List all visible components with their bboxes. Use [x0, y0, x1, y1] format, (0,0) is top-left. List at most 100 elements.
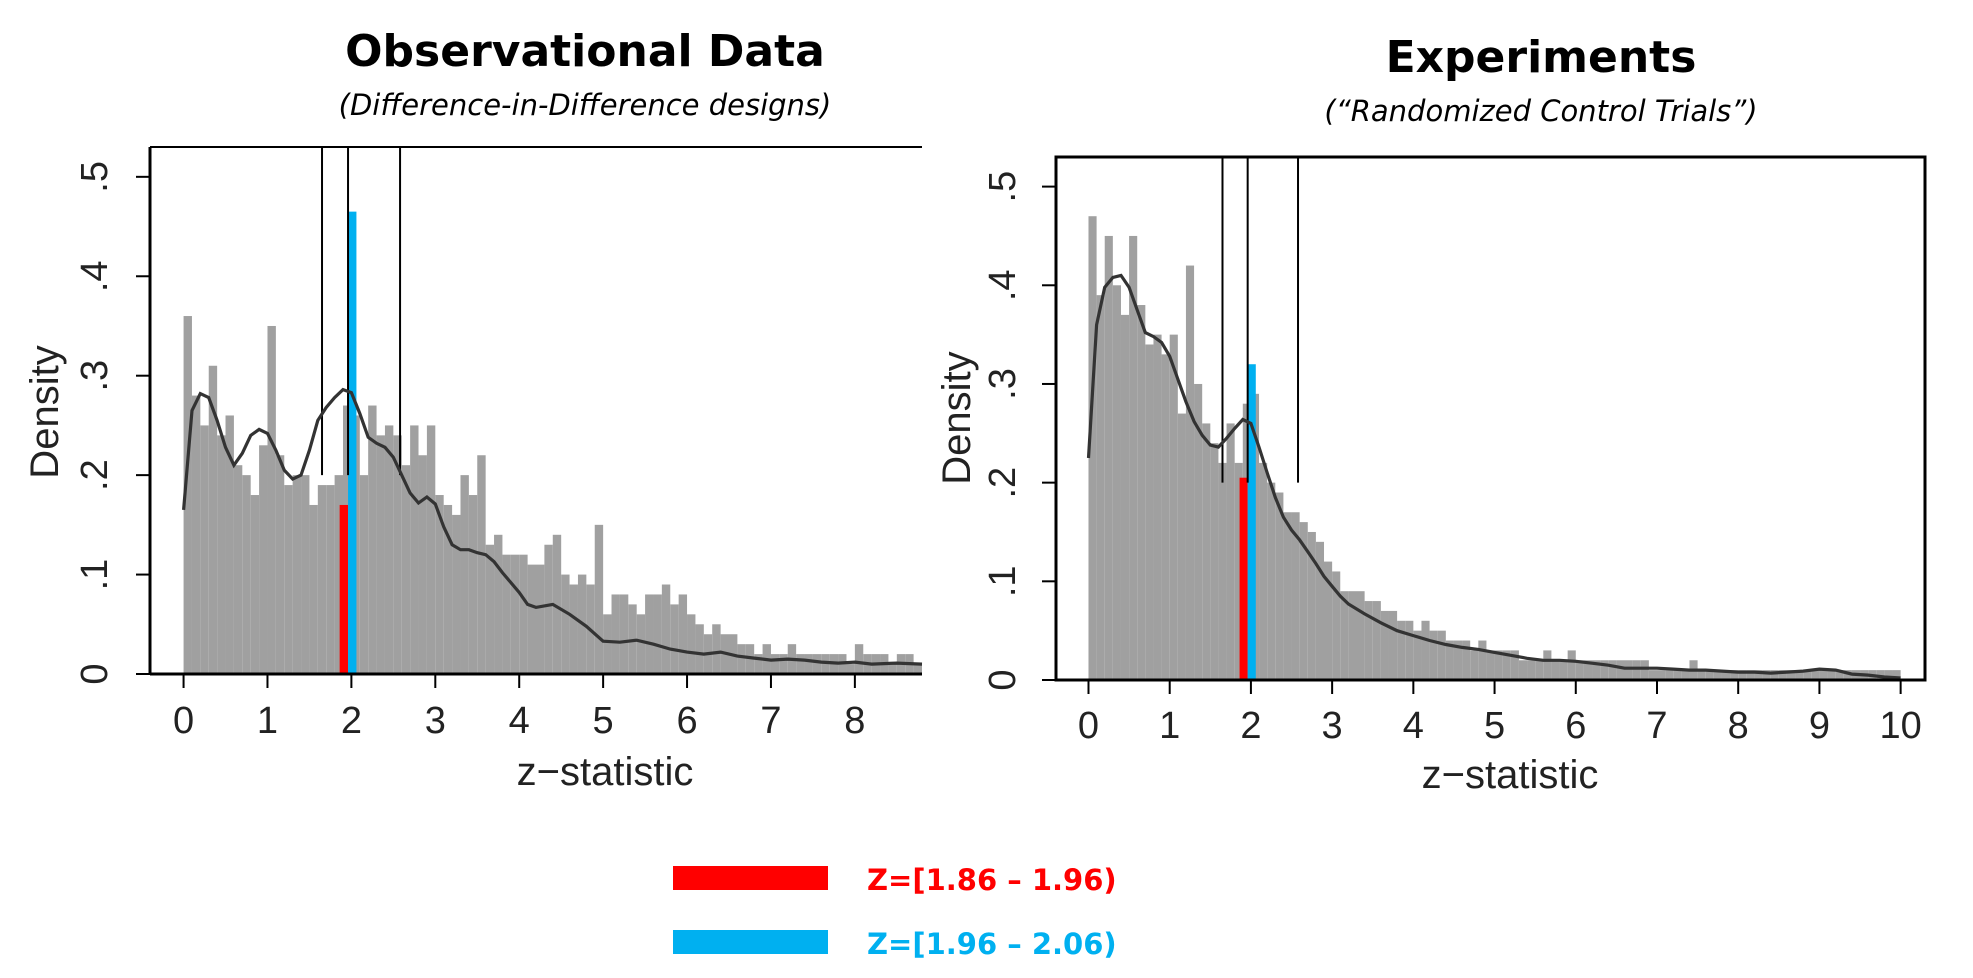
y-tick-label: .5 — [74, 161, 116, 193]
histogram-bar — [1486, 650, 1495, 680]
histogram-bar — [376, 435, 385, 674]
histogram-bar — [770, 654, 780, 674]
y-tick-label: .4 — [74, 260, 116, 292]
histogram-bar — [796, 654, 805, 674]
histogram-bar — [326, 485, 335, 674]
y-tick-label: 0 — [982, 669, 1024, 690]
histogram-bar — [1502, 650, 1511, 680]
histogram-bar — [1234, 462, 1243, 680]
histogram-bar — [519, 554, 528, 674]
histogram-bars — [183, 316, 922, 674]
left-chart-subtitle: (Difference-in-Difference designs) — [339, 88, 832, 122]
histogram-bar — [359, 475, 369, 674]
histogram-bar — [426, 425, 436, 674]
histogram-bar — [1592, 660, 1601, 680]
x-tick-label: 10 — [1879, 705, 1921, 747]
x-tick-label: 1 — [1159, 705, 1180, 747]
histogram-bar — [1380, 610, 1389, 680]
histogram-bar — [619, 594, 629, 674]
histogram-bar — [410, 425, 419, 674]
histogram-bar — [1795, 670, 1804, 680]
histogram-bar — [1177, 413, 1186, 680]
histogram-bar — [460, 475, 469, 674]
histogram-bar — [1088, 216, 1097, 680]
histogram-bar — [1161, 354, 1170, 680]
histogram-bar — [913, 664, 922, 674]
histogram-bar — [1624, 660, 1633, 680]
histogram-bar — [645, 594, 654, 674]
legend-swatch-red — [673, 866, 828, 890]
histogram-bar — [1137, 305, 1146, 680]
histogram-bar — [1600, 660, 1609, 680]
histogram-bar — [1583, 660, 1593, 680]
histogram-bar — [1153, 334, 1162, 680]
histogram-bar — [1388, 610, 1398, 680]
histogram-bar — [670, 604, 679, 674]
histogram-bar — [443, 504, 453, 674]
histogram-bar — [779, 654, 788, 674]
histogram-bar — [1673, 670, 1682, 680]
histogram-bar — [1356, 591, 1365, 680]
histogram-bar — [1648, 670, 1657, 680]
histogram-bar — [1429, 630, 1438, 680]
histogram-bar — [1120, 314, 1130, 680]
histogram-bar — [1892, 670, 1901, 680]
y-tick-label: .5 — [982, 171, 1024, 203]
histogram-bar — [1478, 640, 1487, 680]
highlight-bar-blue — [1247, 364, 1256, 680]
histogram-bar — [1218, 462, 1227, 680]
right-chart-subtitle: (“Randomized Control Trials”) — [1324, 94, 1757, 128]
legend-swatch-blue — [673, 930, 828, 954]
histogram-bar — [1738, 670, 1747, 680]
histogram-bar — [536, 564, 545, 674]
histogram-bar — [712, 624, 721, 674]
histogram-bar — [569, 584, 578, 674]
histogram-bar — [1665, 670, 1674, 680]
histogram-bar — [1843, 670, 1852, 680]
density-curve — [1086, 273, 1901, 680]
histogram-bar — [452, 514, 461, 674]
histogram-bar — [225, 415, 234, 674]
y-tick-label: .2 — [982, 467, 1024, 499]
x-tick-label: 5 — [593, 700, 614, 742]
histogram-bar — [208, 365, 218, 674]
histogram-bar — [1259, 462, 1268, 680]
y-tick-label: .1 — [982, 565, 1024, 597]
histogram-bar — [183, 316, 192, 674]
histogram-bar — [1169, 334, 1178, 680]
y-tick-label: .2 — [74, 459, 116, 491]
histogram-bar — [1803, 670, 1812, 680]
histogram-bar — [1210, 443, 1219, 680]
histogram-bar — [1421, 620, 1430, 680]
histogram-bar — [477, 455, 486, 674]
legend-label-blue: Z=[1.96 – 2.06) — [867, 927, 1117, 961]
left-y-axis-label: Density — [23, 345, 67, 478]
histogram-bar — [1510, 650, 1519, 680]
histogram-bar — [1413, 630, 1422, 680]
histogram-bar — [544, 544, 553, 674]
histogram-bar — [1518, 660, 1528, 680]
histogram-bar — [510, 554, 520, 674]
histogram-bar — [1746, 670, 1755, 680]
histogram-bar — [1632, 660, 1641, 680]
histogram-bar — [687, 614, 696, 674]
histogram-bar — [737, 644, 746, 674]
histogram-bar — [250, 495, 260, 674]
histogram-bar — [502, 554, 511, 674]
histogram-bar — [1543, 650, 1552, 680]
x-tick-label: 0 — [173, 700, 194, 742]
histogram-bar — [317, 485, 327, 674]
x-tick-label: 5 — [1484, 705, 1505, 747]
histogram-bar — [1656, 670, 1666, 680]
left-chart-title: Observational Data — [345, 26, 825, 77]
histogram-bar — [603, 614, 612, 674]
histogram-bar — [1770, 670, 1779, 680]
legend: Z=[1.86 – 1.96) Z=[1.96 – 2.06) — [673, 863, 1117, 961]
histogram-bar — [384, 425, 394, 674]
highlight-bar-red — [339, 504, 349, 674]
histogram-bar — [1762, 670, 1771, 680]
histogram-bar — [1315, 541, 1325, 680]
histogram-bar — [1705, 670, 1714, 680]
histogram-bar — [217, 435, 226, 674]
